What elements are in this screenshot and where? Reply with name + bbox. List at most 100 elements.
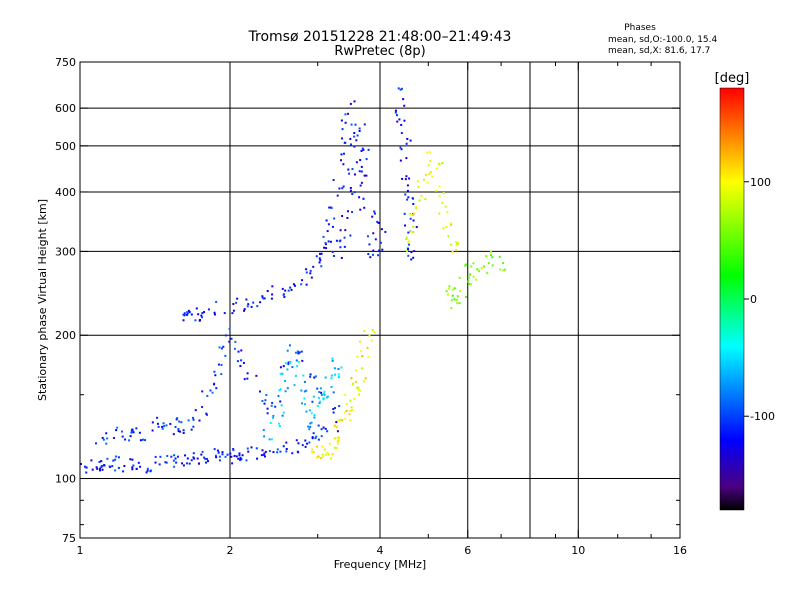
scatter-point xyxy=(344,113,347,116)
scatter-point xyxy=(431,175,434,178)
scatter-point xyxy=(330,206,333,209)
scatter-point xyxy=(320,394,323,397)
scatter-point xyxy=(313,376,316,379)
scatter-point xyxy=(343,245,346,248)
scatter-point xyxy=(232,309,235,312)
scatter-point xyxy=(321,456,324,459)
scatter-point xyxy=(222,345,225,348)
scatter-point xyxy=(360,165,363,168)
scatter-point xyxy=(131,458,134,461)
scatter-point xyxy=(239,459,242,462)
scatter-point xyxy=(301,279,304,282)
scatter-point xyxy=(205,461,208,464)
y-tick-label: 200 xyxy=(55,329,76,342)
scatter-point xyxy=(322,426,325,429)
scatter-point xyxy=(131,466,134,469)
scatter-point xyxy=(341,128,344,131)
scatter-point xyxy=(186,313,189,316)
scatter-point xyxy=(426,181,429,184)
scatter-point xyxy=(303,397,306,400)
scatter-point xyxy=(188,311,191,314)
scatter-point xyxy=(411,197,414,200)
scatter-point xyxy=(456,295,459,298)
scatter-point xyxy=(301,444,304,447)
scatter-point xyxy=(336,426,339,429)
scatter-point xyxy=(322,235,325,238)
scatter-point xyxy=(116,426,119,429)
y-tick-label: 500 xyxy=(55,140,76,153)
scatter-point xyxy=(344,411,347,414)
scatter-point xyxy=(349,409,352,412)
scatter-point xyxy=(330,377,333,380)
scatter-point xyxy=(228,340,231,343)
scatter-point xyxy=(250,305,253,308)
scatter-point xyxy=(305,283,308,286)
scatter-point xyxy=(247,303,250,306)
scatter-point xyxy=(327,223,330,226)
scatter-point xyxy=(277,394,280,397)
scatter-point xyxy=(310,276,313,279)
scatter-point xyxy=(451,251,454,254)
scatter-point xyxy=(359,184,362,187)
scatter-point xyxy=(367,148,370,151)
scatter-point xyxy=(206,394,209,397)
scatter-point xyxy=(326,230,329,233)
scatter-point xyxy=(358,389,361,392)
scatter-point xyxy=(490,254,493,257)
scatter-point xyxy=(406,137,409,140)
scatter-point xyxy=(297,360,300,363)
scatter-point xyxy=(198,319,201,322)
x-tick-label: 1 xyxy=(77,544,84,557)
scatter-point xyxy=(377,221,380,224)
scatter-point xyxy=(105,442,108,445)
scatter-point xyxy=(246,372,249,375)
scatter-point xyxy=(337,419,340,422)
y-tick-label: 100 xyxy=(55,473,76,486)
scatter-point xyxy=(129,435,132,438)
scatter-point xyxy=(300,350,303,353)
scatter-point xyxy=(294,351,297,354)
scatter-point xyxy=(214,374,217,377)
scatter-point xyxy=(239,456,242,459)
scatter-point xyxy=(477,270,480,273)
scatter-point xyxy=(318,402,321,405)
scatter-point xyxy=(329,457,332,460)
scatter-point xyxy=(278,389,281,392)
scatter-point xyxy=(334,373,337,376)
scatter-point xyxy=(313,416,316,419)
scatter-point xyxy=(408,240,411,243)
scatter-point xyxy=(346,216,349,219)
scatter-point xyxy=(101,468,104,471)
scatter-point xyxy=(502,269,505,272)
scatter-point xyxy=(464,295,467,298)
scatter-point xyxy=(146,467,149,470)
y-tick-label: 600 xyxy=(55,102,76,115)
scatter-point xyxy=(230,455,233,458)
scatter-point xyxy=(266,412,269,415)
scatter-point xyxy=(351,409,354,412)
scatter-point xyxy=(228,327,231,330)
scatter-point xyxy=(312,450,315,453)
scatter-point xyxy=(284,379,287,382)
scatter-point xyxy=(374,238,377,241)
scatter-point xyxy=(448,285,451,288)
x-tick-label: 4 xyxy=(377,544,384,557)
scatter-point xyxy=(206,460,209,463)
scatter-point xyxy=(323,394,326,397)
scatter-point xyxy=(340,256,343,259)
scatter-point xyxy=(96,467,99,470)
scatter-point xyxy=(100,460,103,463)
scatter-point xyxy=(348,172,351,175)
scatter-point xyxy=(449,224,452,227)
scatter-point xyxy=(355,139,358,142)
scatter-point xyxy=(111,465,114,468)
scatter-point xyxy=(333,407,336,410)
scatter-point xyxy=(384,230,387,233)
scatter-point xyxy=(336,440,339,443)
scatter-point xyxy=(224,334,227,337)
scatter-point xyxy=(282,411,285,414)
scatter-point xyxy=(311,400,314,403)
scatter-point xyxy=(201,312,204,315)
scatter-point xyxy=(285,450,288,453)
scatter-point xyxy=(250,446,253,449)
